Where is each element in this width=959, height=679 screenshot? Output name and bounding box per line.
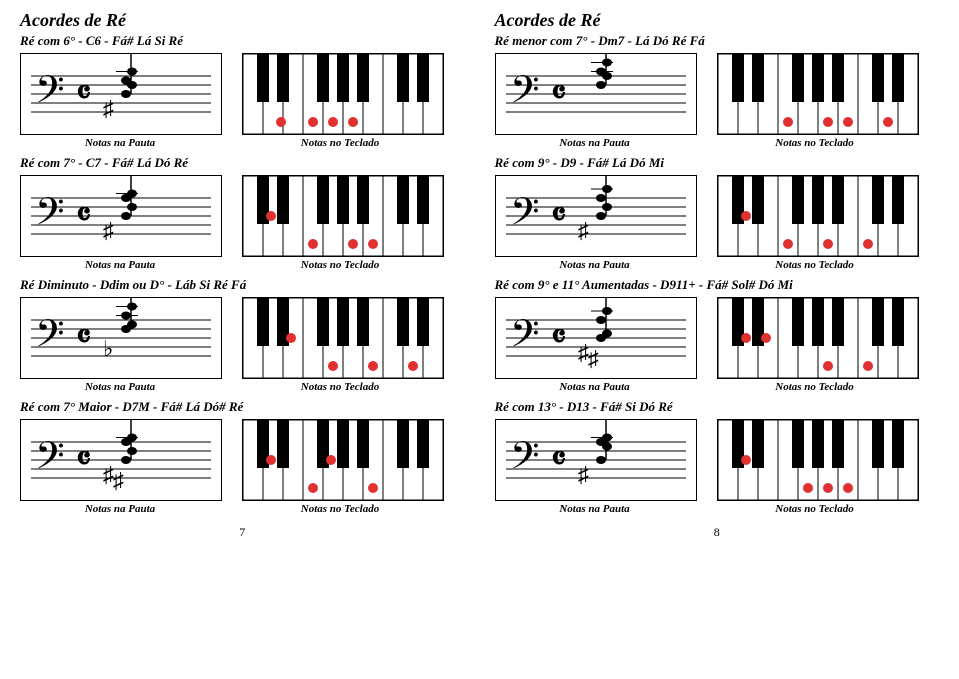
- page-number: 8: [495, 525, 940, 540]
- caption-pauta: Notas na Pauta: [495, 503, 695, 515]
- piano-diagram: [242, 297, 444, 379]
- caption-pauta: Notas na Pauta: [495, 381, 695, 393]
- staff-diagram: 𝄢 𝄴 ♯: [20, 175, 222, 257]
- caption-pauta: Notas na Pauta: [495, 259, 695, 271]
- chord-title: Ré com 7° - C7 - Fá# Lá Dó Ré: [20, 155, 465, 171]
- caption-teclado: Notas no Teclado: [240, 259, 440, 271]
- svg-text:♯: ♯: [578, 462, 589, 487]
- chord-title: Ré menor com 7° - Dm7 - Lá Dó Ré Fá: [495, 33, 940, 49]
- diagram-row: 𝄢 𝄴 ♯: [495, 419, 940, 501]
- staff-diagram: 𝄢𝄴♯♯: [495, 297, 697, 379]
- chord-row: Ré menor com 7° - Dm7 - Lá Dó Ré Fá𝄢𝄴Not…: [495, 33, 940, 149]
- svg-text:𝄢: 𝄢: [35, 435, 65, 486]
- svg-text:𝄴: 𝄴: [76, 319, 91, 356]
- piano-diagram: [242, 419, 444, 501]
- piano-diagram: [242, 175, 444, 257]
- caption-teclado: Notas no Teclado: [715, 137, 915, 149]
- diagram-row: 𝄢 𝄴 ♯: [20, 175, 465, 257]
- diagram-row: 𝄢𝄴: [495, 53, 940, 135]
- chord-row: Ré com 13° - D13 - Fá# Si Dó Ré 𝄢 𝄴 ♯ Notas …: [495, 399, 940, 515]
- piano-diagram: [717, 297, 919, 379]
- svg-text:𝄴: 𝄴: [76, 441, 91, 478]
- page: Acordes de RéRé com 6° - C6 - Fá# Lá Si …: [20, 10, 939, 540]
- caption-pauta: Notas na Pauta: [20, 503, 220, 515]
- svg-text:♯: ♯: [578, 218, 589, 243]
- chord-title: Ré com 6° - C6 - Fá# Lá Si Ré: [20, 33, 465, 49]
- staff-diagram: 𝄢 𝄴 ♯: [20, 53, 222, 135]
- chord-row: Ré com 7° Maior - D7M - Fá# Lá Dó# Ré 𝄢 𝄴 ♯…: [20, 399, 465, 515]
- svg-text:𝄴: 𝄴: [551, 441, 566, 478]
- staff-diagram: 𝄢 𝄴 ♯: [495, 419, 697, 501]
- svg-text:𝄴: 𝄴: [76, 197, 91, 234]
- right-column: Acordes de Ré Ré menor com 7° - Dm7 - Lá …: [495, 10, 940, 540]
- chord-row: Ré com 6° - C6 - Fá# Lá Si Ré 𝄢 𝄴 ♯ Notas na…: [20, 33, 465, 149]
- diagram-row: 𝄢 𝄴 ♭: [20, 297, 465, 379]
- svg-text:♯: ♯: [103, 218, 114, 243]
- svg-text:𝄢: 𝄢: [510, 191, 540, 242]
- piano-diagram: [717, 175, 919, 257]
- diagram-row: 𝄢𝄴♯♯: [495, 297, 940, 379]
- captions: Notas na Pauta Notas no Teclado: [495, 503, 940, 515]
- svg-text:𝄴: 𝄴: [76, 75, 91, 112]
- caption-teclado: Notas no Teclado: [715, 259, 915, 271]
- chord-row: Ré com 9° - D9 - Fá# Lá Dó Mi 𝄢 𝄴 ♯ Notas na…: [495, 155, 940, 271]
- captions: Notas na Pauta Notas no Teclado: [495, 137, 940, 149]
- caption-pauta: Notas na Pauta: [495, 137, 695, 149]
- diagram-row: 𝄢𝄴♯♯: [20, 419, 465, 501]
- piano-diagram: [717, 419, 919, 501]
- svg-text:𝄢: 𝄢: [35, 69, 65, 120]
- caption-teclado: Notas no Teclado: [240, 381, 440, 393]
- caption-pauta: Notas na Pauta: [20, 259, 220, 271]
- svg-text:♯: ♯: [113, 468, 124, 493]
- chord-row: Ré com 9° e 11° Aumentadas - D911+ - Fá#…: [495, 277, 940, 393]
- diagram-row: 𝄢 𝄴 ♯: [495, 175, 940, 257]
- chord-row: Ré Diminuto - Ddim ou D° - Láb Si Ré Fá 𝄢…: [20, 277, 465, 393]
- captions: Notas na Pauta Notas no Teclado: [495, 259, 940, 271]
- svg-text:♯: ♯: [588, 346, 599, 371]
- caption-teclado: Notas no Teclado: [715, 503, 915, 515]
- staff-diagram: 𝄢 𝄴 ♭: [20, 297, 222, 379]
- svg-text:𝄴: 𝄴: [551, 197, 566, 234]
- svg-text:♯: ♯: [103, 96, 114, 121]
- chord-title: Ré com 9° - D9 - Fá# Lá Dó Mi: [495, 155, 940, 171]
- staff-diagram: 𝄢 𝄴 ♯: [495, 175, 697, 257]
- captions: Notas na Pauta Notas no Teclado: [495, 381, 940, 393]
- captions: Notas na Pauta Notas no Teclado: [20, 503, 465, 515]
- chord-row: Ré com 7° - C7 - Fá# Lá Dó Ré 𝄢 𝄴 ♯ Notas na…: [20, 155, 465, 271]
- caption-teclado: Notas no Teclado: [240, 137, 440, 149]
- chord-title: Ré com 7° Maior - D7M - Fá# Lá Dó# Ré: [20, 399, 465, 415]
- svg-text:𝄴: 𝄴: [551, 75, 566, 112]
- caption-pauta: Notas na Pauta: [20, 381, 220, 393]
- page-number: 7: [20, 525, 465, 540]
- svg-text:𝄢: 𝄢: [510, 69, 540, 120]
- svg-text:𝄢: 𝄢: [510, 435, 540, 486]
- chord-title: Ré com 13° - D13 - Fá# Si Dó Ré: [495, 399, 940, 415]
- diagram-row: 𝄢 𝄴 ♯: [20, 53, 465, 135]
- svg-text:♭: ♭: [103, 336, 113, 361]
- captions: Notas na Pauta Notas no Teclado: [20, 137, 465, 149]
- piano-diagram: [242, 53, 444, 135]
- chord-title: Ré Diminuto - Ddim ou D° - Láb Si Ré Fá: [20, 277, 465, 293]
- svg-text:𝄢: 𝄢: [35, 191, 65, 242]
- piano-diagram: [717, 53, 919, 135]
- left-column: Acordes de RéRé com 6° - C6 - Fá# Lá Si …: [20, 10, 465, 540]
- svg-text:𝄴: 𝄴: [551, 319, 566, 356]
- caption-teclado: Notas no Teclado: [240, 503, 440, 515]
- caption-teclado: Notas no Teclado: [715, 381, 915, 393]
- column-heading: Acordes de Ré: [495, 10, 940, 31]
- captions: Notas na Pauta Notas no Teclado: [20, 381, 465, 393]
- column-heading: Acordes de Ré: [20, 10, 465, 31]
- captions: Notas na Pauta Notas no Teclado: [20, 259, 465, 271]
- chord-title: Ré com 9° e 11° Aumentadas - D911+ - Fá#…: [495, 277, 940, 293]
- svg-text:𝄢: 𝄢: [510, 313, 540, 364]
- staff-diagram: 𝄢𝄴: [495, 53, 697, 135]
- caption-pauta: Notas na Pauta: [20, 137, 220, 149]
- svg-text:𝄢: 𝄢: [35, 313, 65, 364]
- staff-diagram: 𝄢𝄴♯♯: [20, 419, 222, 501]
